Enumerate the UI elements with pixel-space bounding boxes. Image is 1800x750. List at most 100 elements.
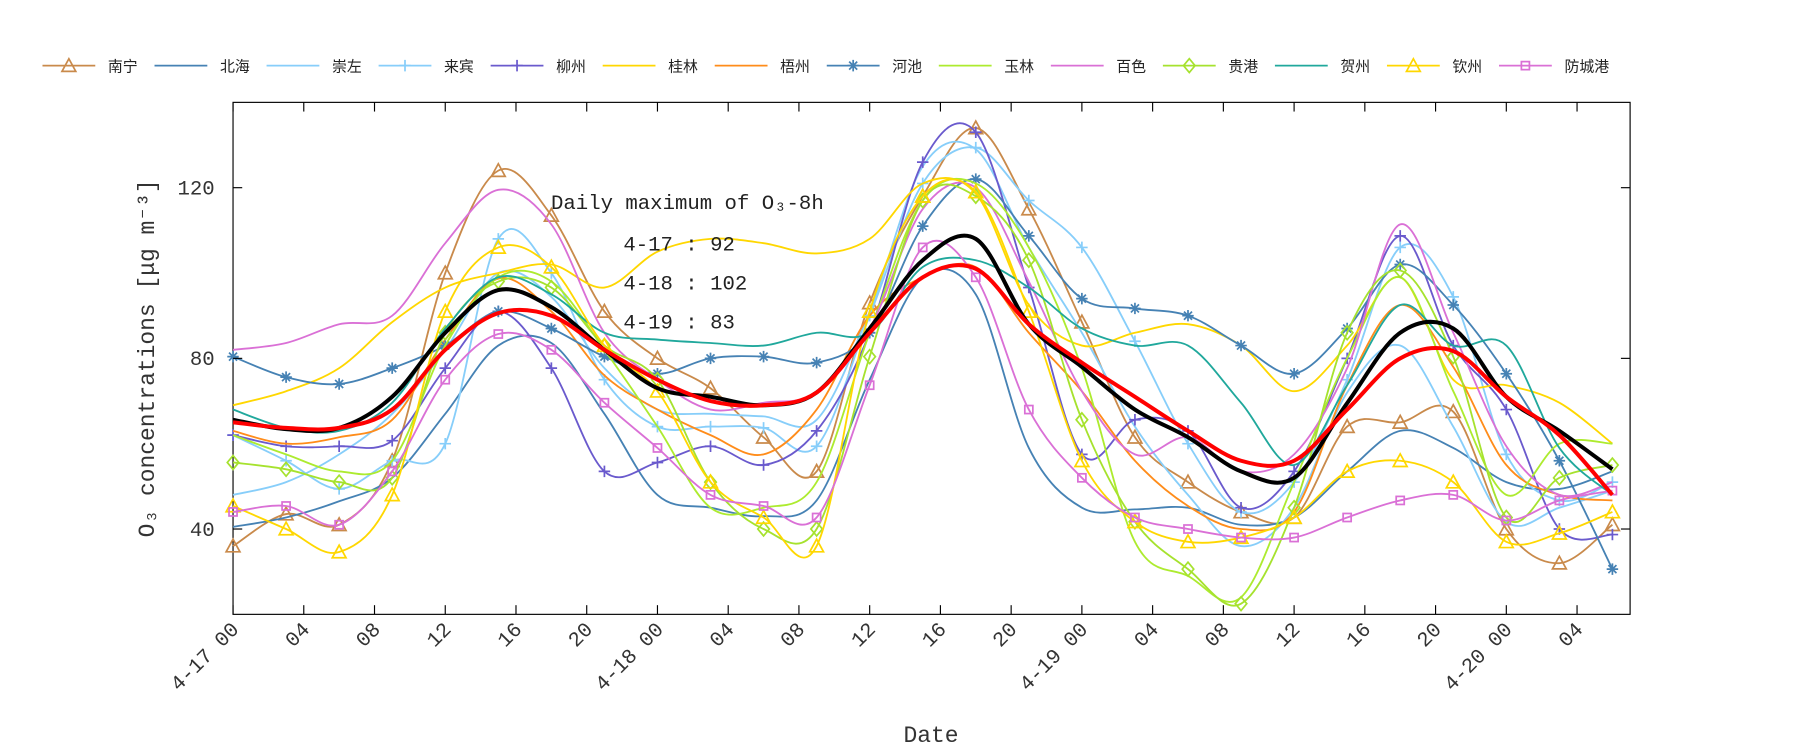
legend-item: 桂林	[602, 57, 698, 75]
data-point-marker	[1021, 251, 1036, 269]
data-point-marker	[809, 520, 824, 538]
data-point-marker	[383, 486, 401, 502]
data-point-marker	[1129, 302, 1141, 315]
data-point-marker	[1183, 524, 1193, 534]
data-point-marker	[598, 465, 611, 478]
data-point-marker	[1391, 452, 1409, 468]
y-tick-label: 80	[190, 349, 215, 372]
legend-item: 柳州	[490, 57, 586, 75]
annotation-line-3: 4-19 : 83	[623, 313, 735, 336]
data-point-marker	[1552, 469, 1567, 487]
legend-marker	[1520, 60, 1531, 71]
data-point-marker	[914, 187, 932, 203]
data-point-marker	[280, 455, 292, 467]
series-line	[232, 181, 1613, 498]
x-tick-label: 16	[1343, 619, 1377, 653]
x-tick-label: 20	[565, 619, 599, 653]
series-line	[232, 268, 1613, 528]
data-point-marker	[1235, 501, 1247, 514]
y-axis-label: O₃ concentrations [μg m⁻³]	[135, 179, 161, 537]
data-point-marker	[280, 371, 292, 383]
data-point-marker	[1551, 524, 1568, 540]
annotation-line-1: 4-17 : 92	[623, 234, 735, 257]
legend-label: 防城港	[1564, 57, 1609, 75]
series-line-1	[232, 268, 1613, 528]
data-point-marker	[1394, 241, 1406, 254]
series-line	[232, 183, 1613, 607]
data-point-marker	[386, 434, 398, 447]
y-tick-label: 40	[190, 520, 215, 543]
data-point-marker	[489, 161, 507, 178]
data-point-marker	[543, 206, 560, 223]
data-point-marker	[1395, 495, 1406, 506]
series-line	[232, 263, 1614, 497]
data-point-marker	[280, 440, 292, 452]
data-point-marker	[1023, 230, 1035, 242]
data-point-marker	[1606, 563, 1619, 575]
x-tick-label: 04	[1555, 619, 1589, 653]
data-point-marker	[967, 183, 985, 199]
data-point-marker	[1285, 508, 1303, 525]
data-point-marker	[440, 374, 451, 385]
data-point-marker	[1235, 339, 1247, 352]
data-point-marker	[757, 459, 770, 471]
data-point-marker	[649, 349, 666, 365]
x-tick-label: 12	[423, 619, 457, 653]
data-point-marker	[1500, 367, 1513, 380]
legend-item: 百色	[1050, 57, 1146, 75]
data-point-marker	[970, 173, 982, 185]
legend-label: 柳州	[556, 57, 586, 75]
legend-label: 梧州	[780, 57, 810, 75]
data-point-marker	[227, 350, 239, 363]
data-point-marker	[1130, 512, 1140, 523]
data-point-marker	[915, 192, 930, 209]
data-point-marker	[862, 348, 877, 365]
data-point-marker	[1551, 554, 1568, 570]
x-tick-label: 16	[918, 619, 952, 653]
data-point-marker	[226, 454, 240, 471]
x-tick-label: 4-18 00	[592, 619, 670, 697]
legend-label: 玉林	[1004, 57, 1034, 75]
x-tick-label: 12	[1272, 619, 1306, 653]
data-point-marker	[755, 508, 772, 525]
data-point-marker	[704, 440, 717, 452]
data-point-marker	[596, 302, 613, 319]
data-point-marker	[333, 378, 345, 390]
data-point-marker	[332, 473, 347, 491]
data-point-marker	[1447, 299, 1459, 311]
x-tick-label: 20	[989, 619, 1023, 653]
data-point-marker	[1554, 495, 1565, 506]
data-point-marker	[757, 350, 770, 363]
data-point-marker	[811, 512, 822, 523]
legend: 南宁 北海 崇左 来宾 柳州 桂林 梧州 河池 玉林 百色 贵港 贺州 钦州 防城港	[42, 56, 1609, 75]
data-point-marker	[1288, 367, 1300, 380]
data-point-marker	[1020, 200, 1038, 216]
data-point-marker	[1179, 473, 1197, 489]
legend-item: 贺州	[1274, 57, 1370, 75]
data-point-marker	[1236, 532, 1246, 543]
data-point-marker	[599, 397, 610, 408]
x-tick-label: 08	[1201, 619, 1235, 653]
data-point-marker	[277, 520, 295, 536]
annotation: Daily maximum of O₃-8h 4-17 : 92 4-18 : …	[551, 193, 824, 335]
data-point-marker	[1604, 503, 1621, 519]
x-tick-label: 04	[282, 619, 316, 653]
legend-item: 钦州	[1386, 56, 1482, 75]
data-point-marker	[810, 425, 823, 437]
series-line-11	[232, 256, 1614, 496]
data-point-marker	[1338, 462, 1356, 479]
data-point-marker	[277, 505, 295, 521]
data-point-marker	[489, 238, 507, 255]
annotation-title: Daily maximum of O₃-8h	[551, 193, 824, 216]
data-point-marker	[864, 380, 875, 391]
legend-marker	[511, 59, 523, 72]
series-line-9	[232, 181, 1613, 498]
data-point-marker	[1075, 411, 1089, 429]
data-point-marker	[1501, 515, 1512, 526]
legend-marker	[399, 59, 411, 72]
series-line	[232, 127, 1613, 565]
data-point-marker	[1338, 417, 1356, 434]
legend-label: 来宾	[444, 57, 474, 75]
legend-item: 来宾	[378, 57, 474, 75]
series-line-12	[224, 178, 1621, 559]
